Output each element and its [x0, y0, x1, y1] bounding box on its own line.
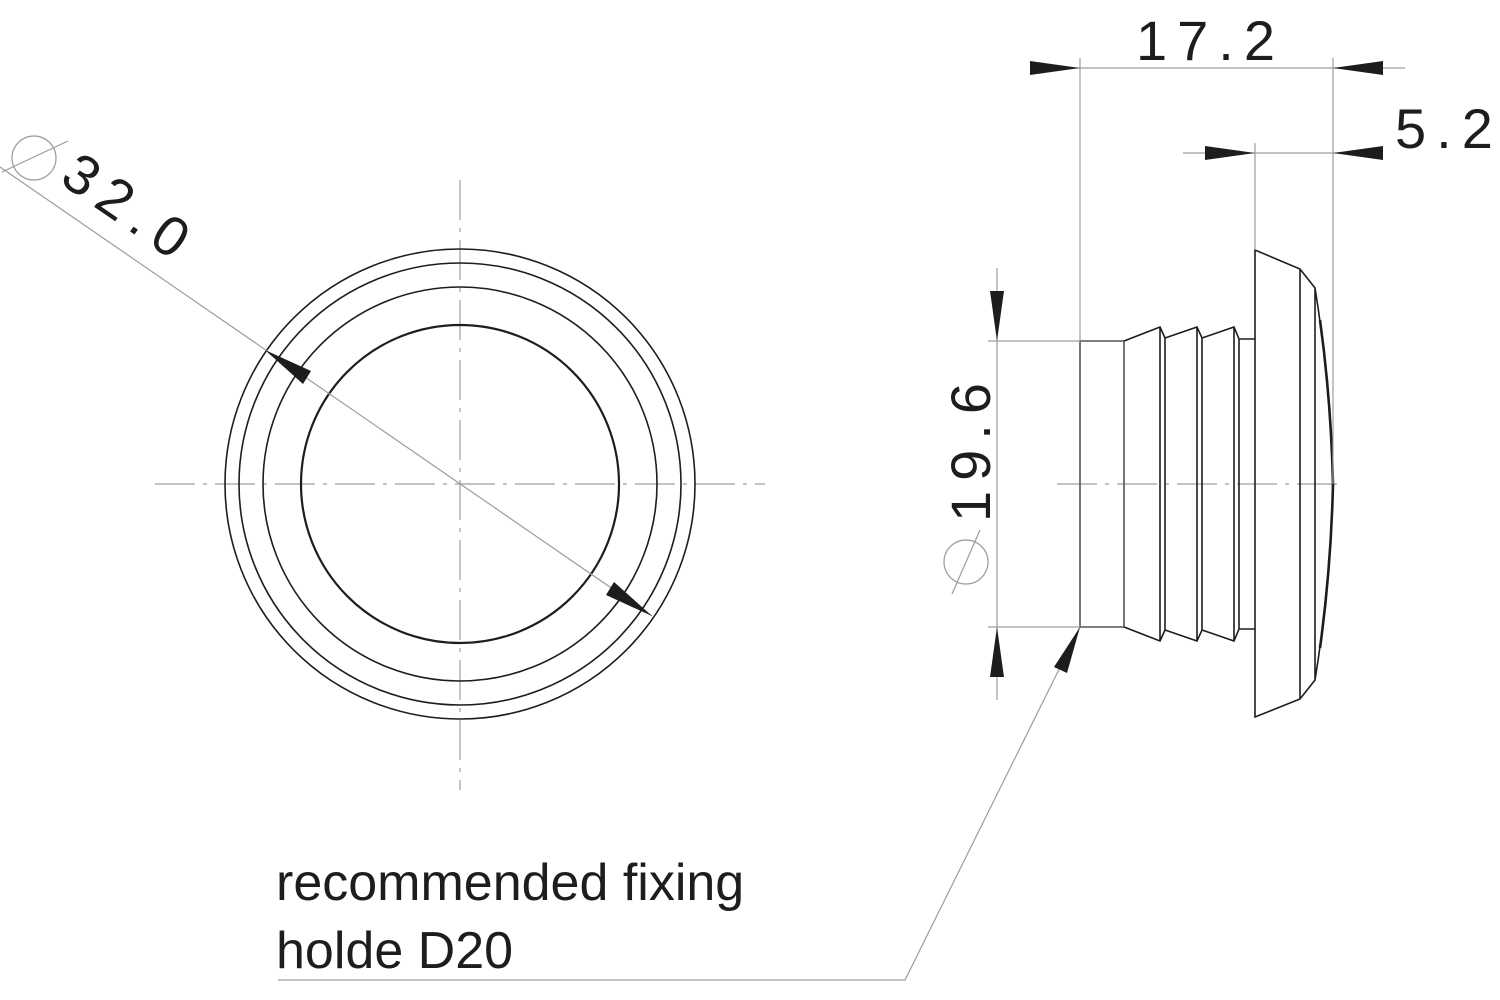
- chamfer-circle: [262, 286, 658, 682]
- overall-length-label: 17.2: [1136, 9, 1285, 72]
- diameter-dimension-line: [0, 166, 653, 617]
- flange-circle: [238, 262, 682, 706]
- arrow-icon: [265, 350, 311, 384]
- note-line-1: recommended fixing: [276, 854, 744, 912]
- arrow-icon: [1205, 146, 1255, 160]
- side-view: 17.2 5.2 19.6: [278, 9, 1500, 981]
- arrow-icon: [990, 291, 1004, 341]
- arrow-icon: [1333, 146, 1383, 160]
- outer-diameter-label: 32.0: [51, 140, 209, 276]
- arrow-icon: [990, 627, 1004, 677]
- fixing-note: recommended fixing holde D20: [276, 854, 744, 980]
- arrow-icon: [1030, 61, 1080, 75]
- flange-thickness-label: 5.2: [1395, 97, 1500, 160]
- front-view: 32.0: [0, 135, 765, 790]
- outer-circle: [224, 248, 696, 720]
- inner-circle: [299, 323, 621, 645]
- arrow-icon: [1333, 61, 1383, 75]
- note-line-2: holde D20: [276, 922, 513, 980]
- arrow-icon: [606, 582, 652, 616]
- shank-diameter-label: 19.6: [939, 373, 1002, 522]
- note-leader-line: [278, 626, 1081, 981]
- arrow-icon: [1054, 627, 1080, 673]
- ribs: [1123, 325, 1255, 643]
- diameter-icon: [1, 135, 69, 181]
- diameter-icon: [943, 529, 989, 595]
